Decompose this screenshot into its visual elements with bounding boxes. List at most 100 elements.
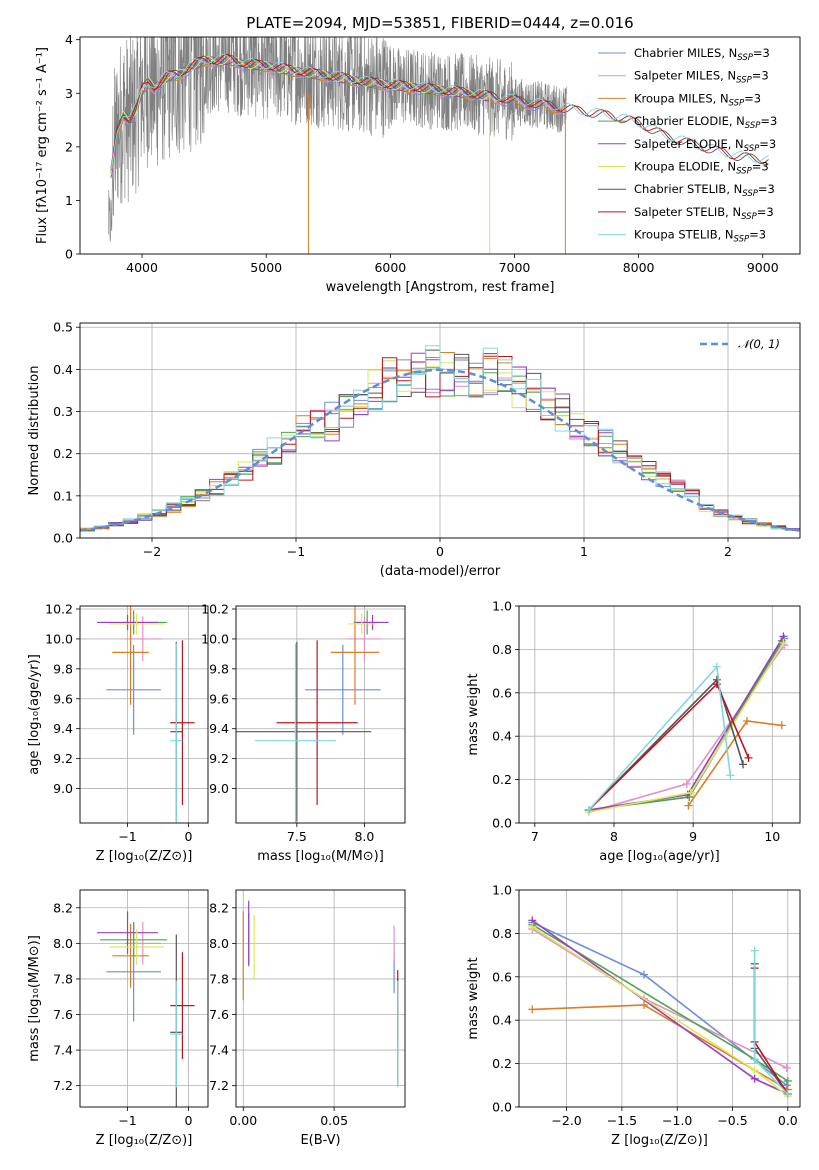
residual_hist-ytick-label: 0.4 (53, 362, 73, 377)
mass_vs_ebv-xlabel: E(B-V) (300, 1133, 340, 1148)
figure-title: PLATE=2094, MJD=53851, FIBERID=0444, z=0… (246, 14, 633, 32)
massweight_vs_Z-ytick-label: 1.0 (492, 883, 512, 898)
mass_vs_Z-plot-area (97, 911, 195, 1107)
age_vs_mass-plot-area (236, 606, 389, 823)
spectrum-legend: Chabrier MILES, NSSP=3 Salpeter MILES, NS… (598, 46, 777, 245)
spectrum-ylabel: Flux [fλ10⁻¹⁷ erg cm⁻² s⁻¹ A⁻¹] (35, 47, 50, 244)
mass_vs_ebv-ytick-label: 7.2 (209, 1078, 229, 1093)
spectrum-ytick-label: 4 (65, 32, 73, 47)
spectrum-ytick-label: 2 (65, 139, 73, 154)
massweight_vs_Z-ytick-label: 0.8 (492, 926, 512, 941)
residual_hist-ytick-label: 0.5 (53, 320, 73, 335)
residual_hist-xtick-label: 1 (580, 544, 588, 559)
legend-label: Kroupa STELIB, NSSP=3 (634, 228, 766, 245)
legend-label: Kroupa ELODIE, NSSP=3 (634, 160, 769, 177)
massweight_vs_Z-ytick-label: 0.2 (492, 1056, 512, 1071)
age_vs_mass-ytick-label: 9.6 (209, 691, 229, 706)
massweight_vs_age-point-marker (684, 801, 693, 810)
mass_vs_Z-panel: −1 0 7.2 7.4 7.6 7.8 8.0 8.2 Z [log₁₀(Z/Z⊙)] mass… (27, 889, 209, 1148)
massweight_vs_age-plot-area (584, 632, 789, 817)
mass_vs_Z-ytick-label: 7.8 (53, 971, 73, 986)
age_vs_mass-frame (235, 605, 406, 824)
mass_vs_Z-ytick-label: 7.6 (53, 1007, 73, 1022)
massweight_vs_age-ytick-label: 1.0 (492, 599, 512, 614)
spectrum-data-line (108, 37, 567, 242)
mass_vs_Z-ylabel: mass [log₁₀(M/M⊙)] (27, 935, 42, 1062)
massweight_vs_age-ytick-label: 0.2 (492, 772, 512, 787)
age_vs_Z-ytick-label: 9.6 (53, 691, 73, 706)
massweight_vs_age-xtick-label: 10 (764, 829, 780, 844)
spectrum-plot-area (108, 37, 769, 254)
age_vs_mass-ytick-label: 9.4 (209, 721, 229, 736)
massweight_vs_Z-ytick-label: 0.4 (492, 1013, 512, 1028)
age_vs_Z-ylabel: age [log₁₀(age/yr)] (27, 654, 42, 775)
massweight_vs_age-point-marker (777, 721, 786, 730)
massweight_vs_age-ylabel: mass weight (466, 673, 481, 755)
mass_vs_ebv-frame (235, 889, 406, 1108)
mass_vs_Z-frame (79, 889, 209, 1108)
spectrum-model-line (110, 56, 490, 178)
residual_hist-ytick-label: 0.2 (53, 446, 73, 461)
legend-label: 𝒩(0, 1) (738, 337, 780, 351)
residual_hist-panel: −2 −1 0 1 2 0.0 0.1 0.2 0.3 0.4 0.5 (data-model)/er… (27, 320, 801, 579)
age_vs_mass-panel: 7.5 8.0 9.0 9.2 9.4 9.6 9.8 10.0 10.2 mass [log₁₀… (201, 601, 406, 864)
legend-label: Chabrier STELIB, NSSP=3 (634, 182, 775, 199)
massweight_vs_Z-point-marker (783, 1076, 792, 1085)
massweight_vs_Z-xtick-label: −2.0 (551, 1113, 581, 1128)
massweight_vs_Z-point-marker (782, 1081, 791, 1090)
massweight_vs_Z-point-marker (640, 970, 649, 979)
massweight_vs_age-ytick-label: 0.0 (492, 816, 512, 831)
age_vs_Z-frame (79, 605, 209, 824)
massweight_vs_Z-xtick-label: 0.0 (778, 1113, 798, 1128)
massweight_vs_age-series-line (588, 682, 750, 811)
spectrum-xtick-label: 6000 (374, 260, 406, 275)
mass_vs_Z-xtick-label: −1 (118, 1113, 136, 1128)
massweight_vs_Z-point-marker (783, 1089, 792, 1098)
mass_vs_Z-xlabel: Z [log₁₀(Z/Z⊙)] (96, 1133, 193, 1148)
spectrum-xlabel: wavelength [Angstrom, rest frame] (326, 280, 555, 295)
spectrum-model-line (110, 56, 490, 177)
legend-label: Salpeter STELIB, NSSP=3 (634, 205, 774, 222)
massweight_vs_age-series-line (687, 720, 782, 807)
mass_vs_ebv-xtick-label: 0.00 (229, 1113, 257, 1128)
age_vs_mass-ytick-label: 9.0 (209, 781, 229, 796)
massweight_vs_age-point-marker (739, 760, 748, 769)
massweight_vs_Z-point-marker (750, 1066, 759, 1075)
massweight_vs_age-xtick-label: 8 (610, 829, 618, 844)
legend-label: Salpeter ELODIE, NSSP=3 (634, 137, 776, 154)
massweight_vs_Z-series-line (532, 1004, 789, 1091)
spectrum-panel: 4000 5000 6000 7000 8000 9000 0 1 2 3 4 wavelength … (35, 32, 801, 295)
massweight_vs_age-point-marker (742, 717, 751, 726)
massweight_vs_Z-ylabel: mass weight (466, 957, 481, 1039)
normal-curve (80, 368, 800, 532)
residual_hist-xtick-label: 2 (724, 544, 732, 559)
age_vs_Z-ytick-label: 9.0 (53, 781, 73, 796)
massweight_vs_age-point-marker (744, 753, 753, 762)
mass_vs_ebv-xtick-label: 0.05 (320, 1113, 348, 1128)
massweight_vs_age-point-marker (584, 805, 593, 814)
age_vs_Z-xlabel: Z [log₁₀(Z/Z⊙)] (96, 849, 193, 864)
massweight_vs_age-point-marker (682, 779, 691, 788)
massweight_vs_age-point-marker (712, 662, 721, 671)
massweight_vs_Z-xlabel: Z [log₁₀(Z/Z⊙)] (611, 1133, 708, 1148)
legend-label: Salpeter MILES, NSSP=3 (634, 69, 769, 86)
massweight_vs_age-point-marker (726, 771, 735, 780)
residual_hist-frame (79, 322, 801, 539)
massweight_vs_age-series-line (588, 642, 785, 813)
mass_vs_ebv-ytick-label: 7.8 (209, 971, 229, 986)
age_vs_mass-xtick-label: 8.0 (354, 829, 374, 844)
spectrum-model-line (110, 54, 769, 171)
spectrum-ytick-label: 3 (65, 86, 73, 101)
massweight_vs_age-xtick-label: 9 (689, 829, 697, 844)
residual_hist-ylabel: Normed distribution (27, 366, 42, 496)
residual_hist-xlabel: (data-model)/error (380, 564, 501, 579)
age_vs_mass-ytick-label: 9.2 (209, 751, 229, 766)
age_vs_Z-ytick-label: 9.2 (53, 751, 73, 766)
residual_hist-xtick-label: −1 (287, 544, 305, 559)
age_vs_mass-xtick-label: 7.5 (287, 829, 307, 844)
age_vs_Z-ytick-label: 9.4 (53, 721, 73, 736)
legend-label: Kroupa MILES, NSSP=3 (634, 91, 761, 108)
mass_vs_Z-ytick-label: 7.4 (53, 1043, 73, 1058)
massweight_vs_age-ytick-label: 0.4 (492, 729, 512, 744)
